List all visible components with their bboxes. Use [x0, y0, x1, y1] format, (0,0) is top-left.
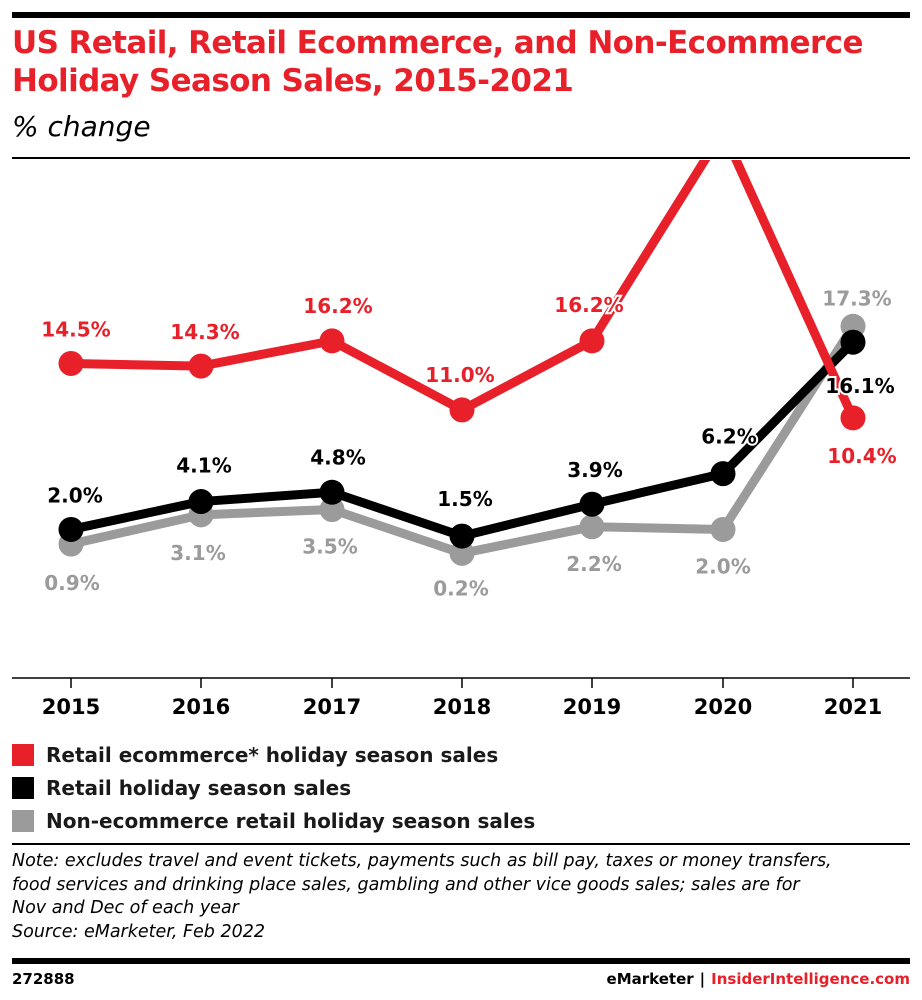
x-tick-label-2018: 2018 [433, 695, 491, 719]
series-1-label-2020: 6.2% [701, 425, 756, 449]
series-0-point-2016 [188, 353, 214, 379]
brand-separator: | [699, 970, 706, 988]
legend-label-0: Retail ecommerce* holiday season sales [46, 742, 499, 767]
x-tick-label-2017: 2017 [303, 695, 361, 719]
series-0-label-2018: 11.0% [425, 363, 494, 387]
series-1-label-2017: 4.8% [310, 445, 365, 469]
series-1-point-2015 [58, 516, 84, 542]
series-1-point-2021 [840, 329, 866, 355]
x-tick-label-2019: 2019 [563, 695, 621, 719]
brand-emarketer: eMarketer [606, 970, 694, 988]
series-1-label-2021: 16.1% [825, 374, 894, 398]
series-1-point-2016 [188, 489, 214, 515]
series-1-label-2019: 3.9% [567, 458, 622, 482]
legend-item-2: Non-ecommerce retail holiday season sale… [12, 804, 535, 837]
series-2-point-2018 [449, 540, 475, 566]
x-tick-label-2021: 2021 [824, 695, 882, 719]
chart-legend: Retail ecommerce* holiday season sales Re… [12, 738, 535, 837]
note-line-2: Nov and Dec of each year [12, 898, 239, 918]
legend-swatch-2 [12, 809, 34, 832]
series-1-point-2019 [579, 491, 605, 517]
series-2-point-2019 [579, 514, 605, 540]
chart-notes: Note: excludes travel and event tickets,… [12, 850, 910, 944]
legend-swatch-1 [12, 776, 34, 799]
line-chart: 2015 2016 2017 2018 2019 2020 2021 14.5% 14.3% 16… [12, 160, 910, 719]
x-tick-label-2020: 2020 [694, 695, 752, 719]
note-line-3: Source: eMarketer, Feb 2022 [12, 921, 266, 942]
legend-label-1: Retail holiday season sales [46, 775, 352, 800]
series-0-label-2019: 16.2% [554, 293, 623, 317]
legend-swatch-0 [12, 743, 34, 766]
series-0-point-2019 [579, 328, 605, 354]
series-2-point-2017 [319, 497, 345, 523]
x-tick-label-2016: 2016 [172, 695, 230, 719]
series-1-label-2015: 2.0% [47, 483, 102, 507]
footer-brand: eMarketer | InsiderIntelligence.com [607, 970, 910, 988]
note-line-1: food services and drinking place sales, … [12, 874, 800, 895]
chart-id: 272888 [12, 970, 75, 988]
series-0-label-2016: 14.3% [170, 320, 239, 344]
series-2-point-2020 [710, 516, 736, 542]
series-0-point-2021 [840, 405, 866, 431]
legend-label-2: Non-ecommerce retail holiday season sale… [46, 808, 536, 833]
legend-item-1: Retail holiday season sales [12, 771, 535, 804]
series-2-label-2015: 0.9% [44, 571, 99, 595]
x-tick-label-2015: 2015 [42, 695, 100, 719]
series-0-label-2015: 14.5% [41, 317, 110, 341]
series-2-label-2020: 2.0% [695, 554, 750, 578]
series-2-label-2016: 3.1% [170, 541, 225, 565]
series-2-label-2017: 3.5% [302, 535, 357, 559]
brand-insiderintelligence: InsiderIntelligence.com [711, 970, 910, 988]
series-1-point-2020 [710, 461, 736, 487]
chart-subtitle: % change [12, 110, 151, 143]
note-line-0: Note: excludes travel and event tickets,… [12, 851, 832, 871]
series-0-point-2017 [319, 328, 345, 354]
series-0-label-2021: 10.4% [827, 444, 896, 468]
series-0-point-2015 [58, 350, 84, 376]
top-bar [12, 12, 910, 18]
chart-title: US Retail, Retail Ecommerce, and Non-Eco… [12, 25, 863, 99]
notes-divider [12, 843, 910, 845]
bottom-bar [12, 958, 910, 964]
series-2-label-2021: 17.3% [822, 286, 891, 310]
series-0-point-2018 [449, 397, 475, 423]
series-0-label-2017: 16.2% [303, 294, 372, 318]
series-2-label-2018: 0.2% [433, 576, 488, 600]
series-1-label-2016: 4.1% [176, 454, 231, 478]
series-1-point-2017 [319, 479, 345, 505]
series-2-label-2019: 2.2% [566, 552, 621, 576]
legend-item-0: Retail ecommerce* holiday season sales [12, 738, 535, 771]
title-divider [12, 157, 910, 159]
series-1-label-2018: 1.5% [437, 487, 492, 511]
series-1-point-2018 [449, 523, 475, 549]
